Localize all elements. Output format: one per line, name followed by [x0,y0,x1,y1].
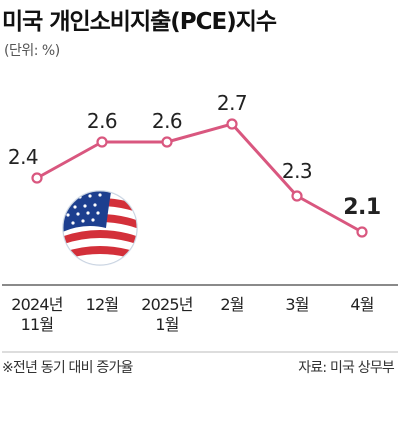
x-tick-label: 1월 [155,315,178,334]
x-tick-label: 2024년 [11,295,63,314]
line-segment [165,122,234,144]
data-point [356,226,368,238]
data-label: 2.1 [343,195,380,220]
x-tick-label: 2025년 [141,295,193,314]
data-point [161,136,173,148]
x-tick-label: 2월 [220,295,243,314]
chart-title: 미국 개인소비지출(PCE)지수 [2,9,277,35]
line-segment [295,194,364,234]
unit-label: (단위: %) [4,43,60,59]
data-point [291,190,303,202]
x-tick-label: 12월 [86,295,119,314]
data-label: 2.7 [217,91,247,115]
data-label: 2.4 [8,145,38,169]
footnote: ※전년 동기 대비 증가율 [2,360,133,376]
source-note: 자료: 미국 상무부 [298,360,395,376]
x-tick-label: 3월 [285,295,308,314]
data-label: 2.3 [282,159,312,183]
us-flag-globe-icon [62,190,138,266]
line-segment [35,140,104,180]
data-label: 2.6 [87,109,117,133]
data-point [96,136,108,148]
x-tick-label: 4월 [350,295,373,314]
x-tick-label: 11월 [21,315,54,334]
data-point [226,118,238,130]
data-point [31,172,43,184]
line-segment [230,122,299,198]
data-label: 2.6 [152,109,182,133]
